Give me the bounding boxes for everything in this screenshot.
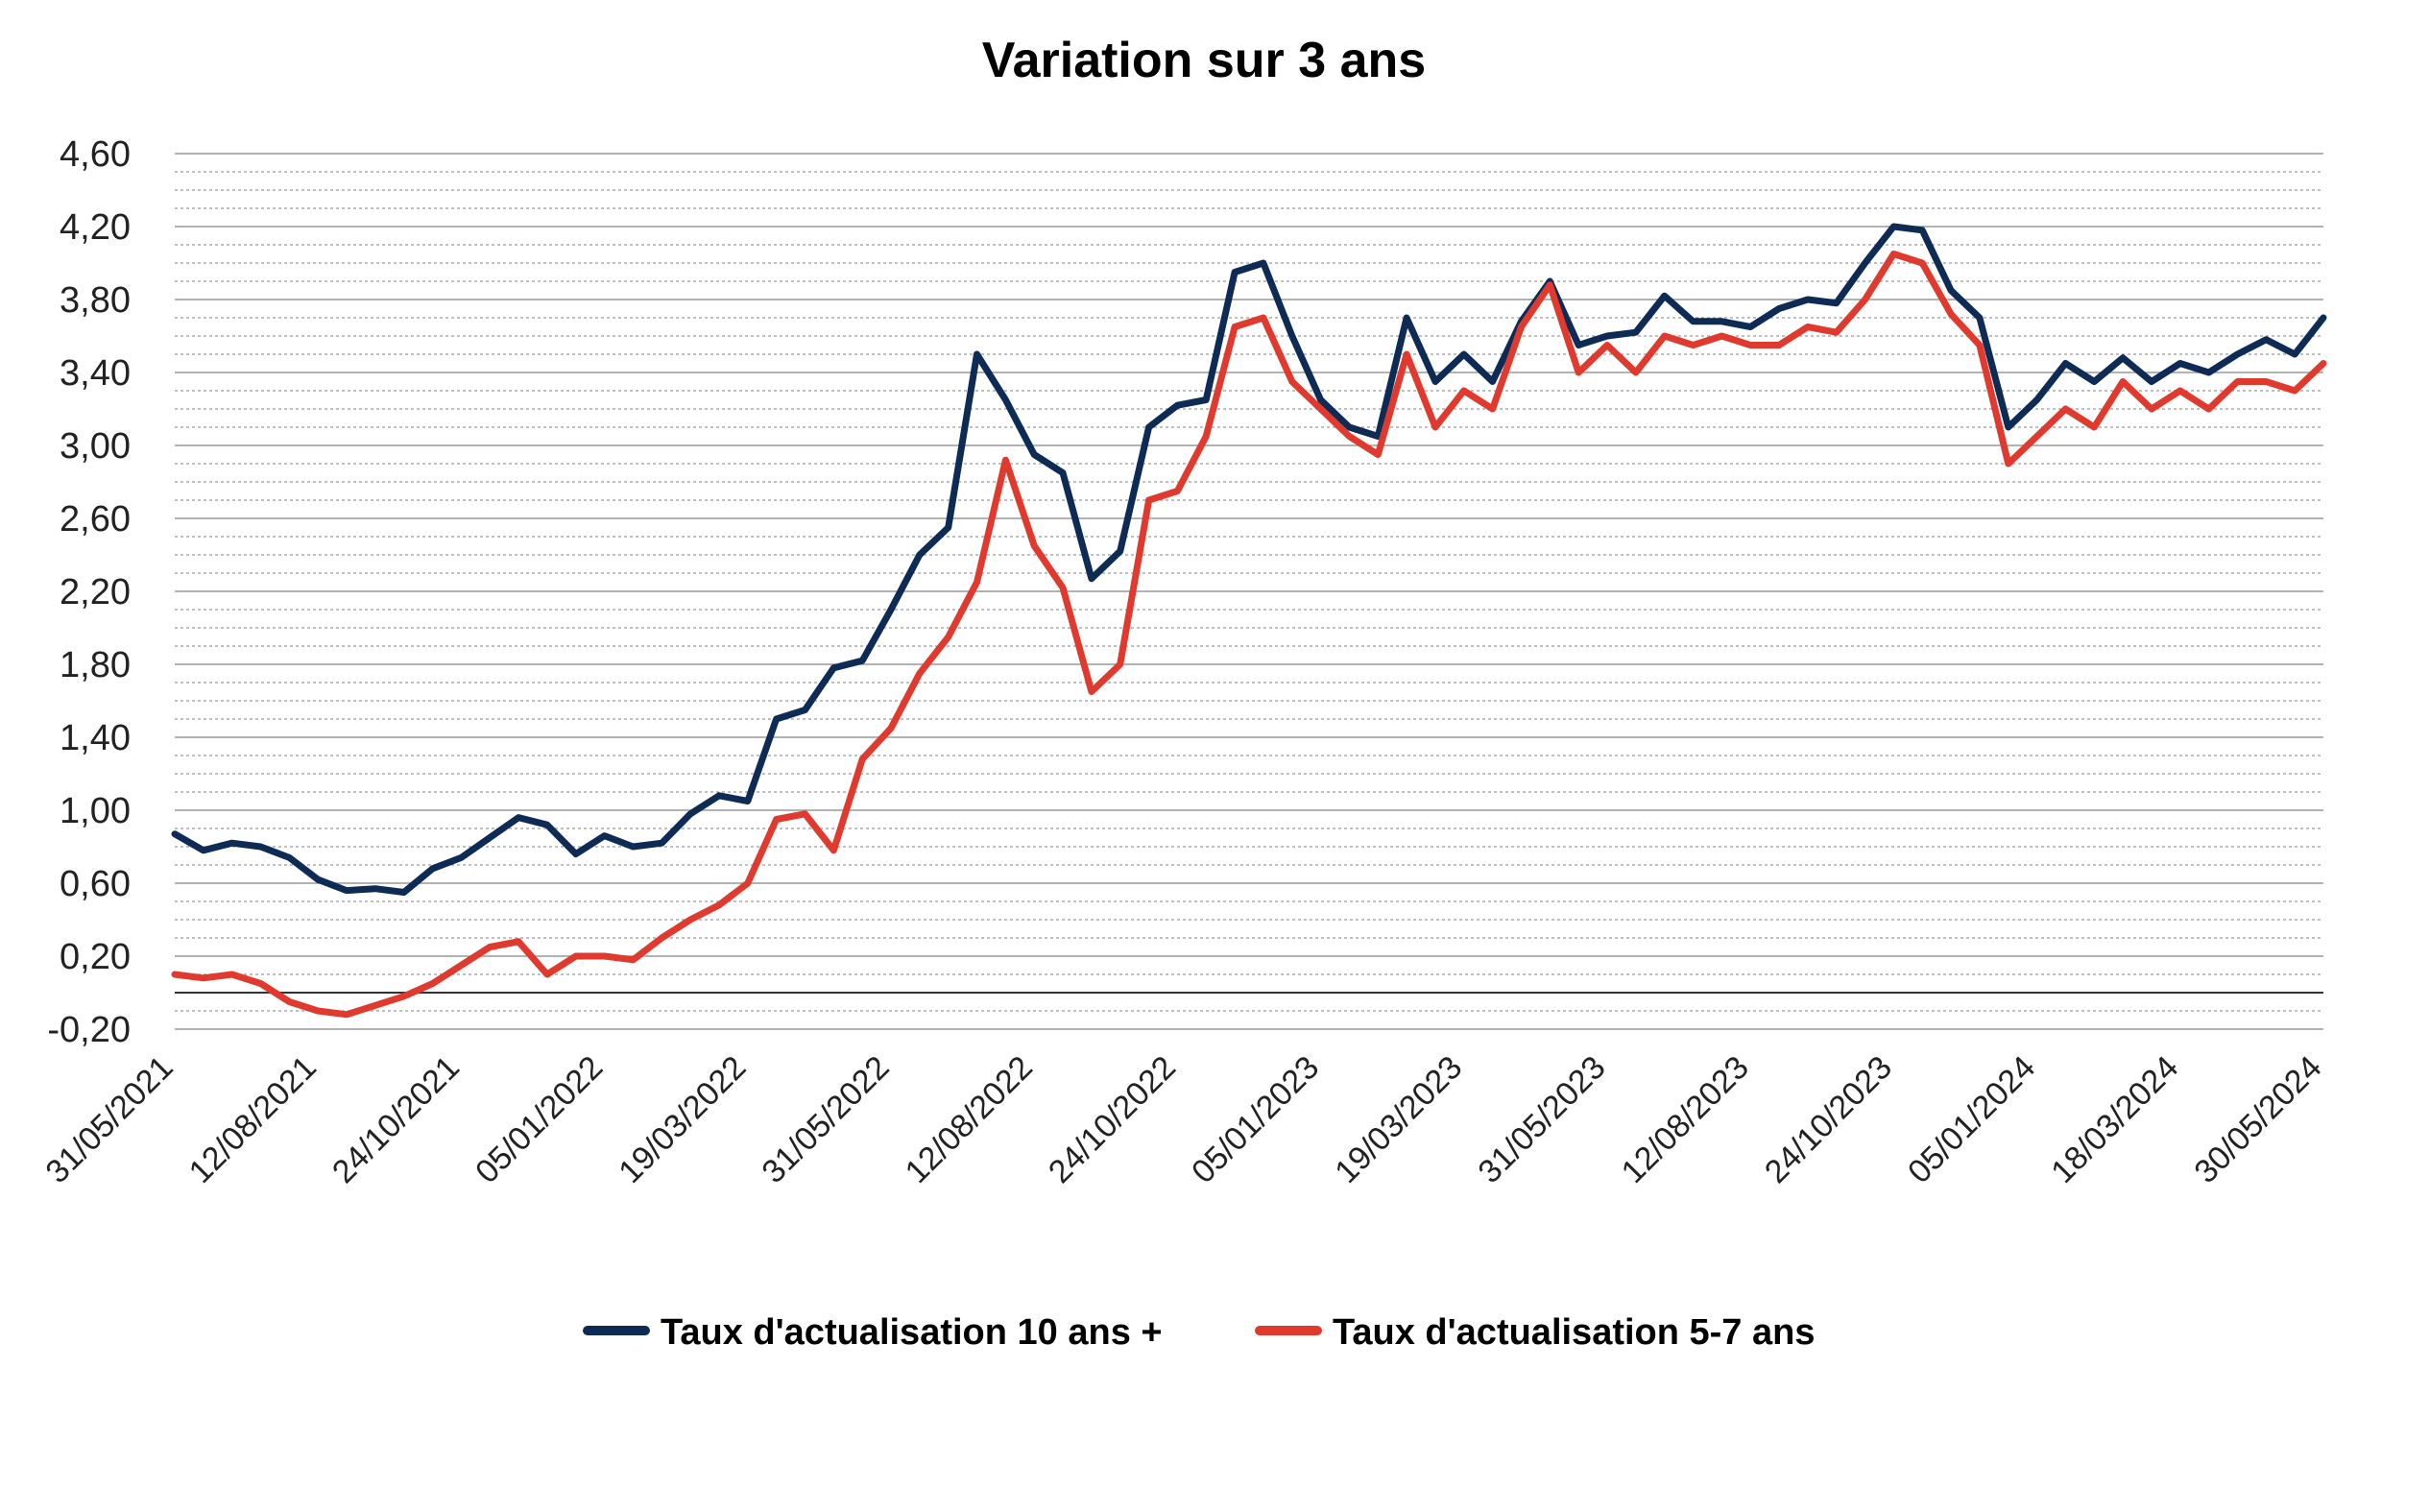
y-tick-label: 4,20 — [60, 207, 131, 248]
y-tick-label: -0,20 — [47, 1010, 131, 1050]
y-tick-label: 3,00 — [60, 426, 131, 467]
y-tick-label: 1,40 — [60, 718, 131, 758]
x-axis-ticks: 31/05/2021 12/08/2021 24/10/2021 05/01/2022… — [38, 1049, 2328, 1190]
x-tick-label: 12/08/2022 — [899, 1049, 1040, 1190]
y-tick-label: 3,40 — [60, 353, 131, 394]
y-tick-label: 3,80 — [60, 280, 131, 321]
y-tick-label: 4,60 — [60, 134, 131, 175]
x-tick-label: 12/08/2023 — [1615, 1049, 1756, 1190]
legend-label-10-ans: Taux d'actualisation 10 ans + — [661, 1312, 1163, 1353]
legend-label-5-7-ans: Taux d'actualisation 5-7 ans — [1333, 1312, 1815, 1353]
y-tick-label: 1,80 — [60, 645, 131, 685]
x-tick-label: 31/05/2023 — [1471, 1049, 1612, 1190]
x-tick-label: 24/10/2022 — [1042, 1049, 1183, 1190]
x-tick-label: 19/03/2022 — [612, 1049, 753, 1190]
x-tick-label: 31/05/2021 — [38, 1049, 180, 1190]
y-tick-label: 2,20 — [60, 572, 131, 612]
grid-lines — [175, 153, 2323, 1030]
series-lines — [171, 223, 2327, 1019]
x-tick-label: 05/01/2022 — [469, 1049, 610, 1190]
x-tick-label: 24/10/2023 — [1758, 1049, 1899, 1190]
x-tick-label: 05/01/2024 — [1901, 1049, 2042, 1190]
legend: Taux d'actualisation 10 ans + Taux d'act… — [583, 1312, 1815, 1353]
y-tick-label: 0,60 — [60, 864, 131, 904]
x-tick-label: 12/08/2021 — [182, 1049, 324, 1190]
series-line-10-ans — [171, 223, 2327, 896]
y-tick-label: 2,60 — [60, 499, 131, 540]
chart-title: Variation sur 3 ans — [982, 33, 1426, 88]
y-axis-ticks: -0,20 0,20 0,60 1,00 1,40 1,80 2,20 2,60 3,00 3,4… — [47, 134, 131, 1050]
x-tick-label: 31/05/2022 — [755, 1049, 896, 1190]
series-line-5-7-ans — [171, 251, 2327, 1019]
y-tick-label: 1,00 — [60, 791, 131, 831]
x-tick-label: 24/10/2021 — [325, 1049, 467, 1190]
x-tick-label: 19/03/2023 — [1328, 1049, 1469, 1190]
y-tick-label: 0,20 — [60, 937, 131, 977]
x-tick-label: 30/05/2024 — [2187, 1049, 2328, 1190]
x-tick-label: 18/03/2024 — [2044, 1049, 2185, 1190]
x-tick-label: 05/01/2023 — [1185, 1049, 1326, 1190]
